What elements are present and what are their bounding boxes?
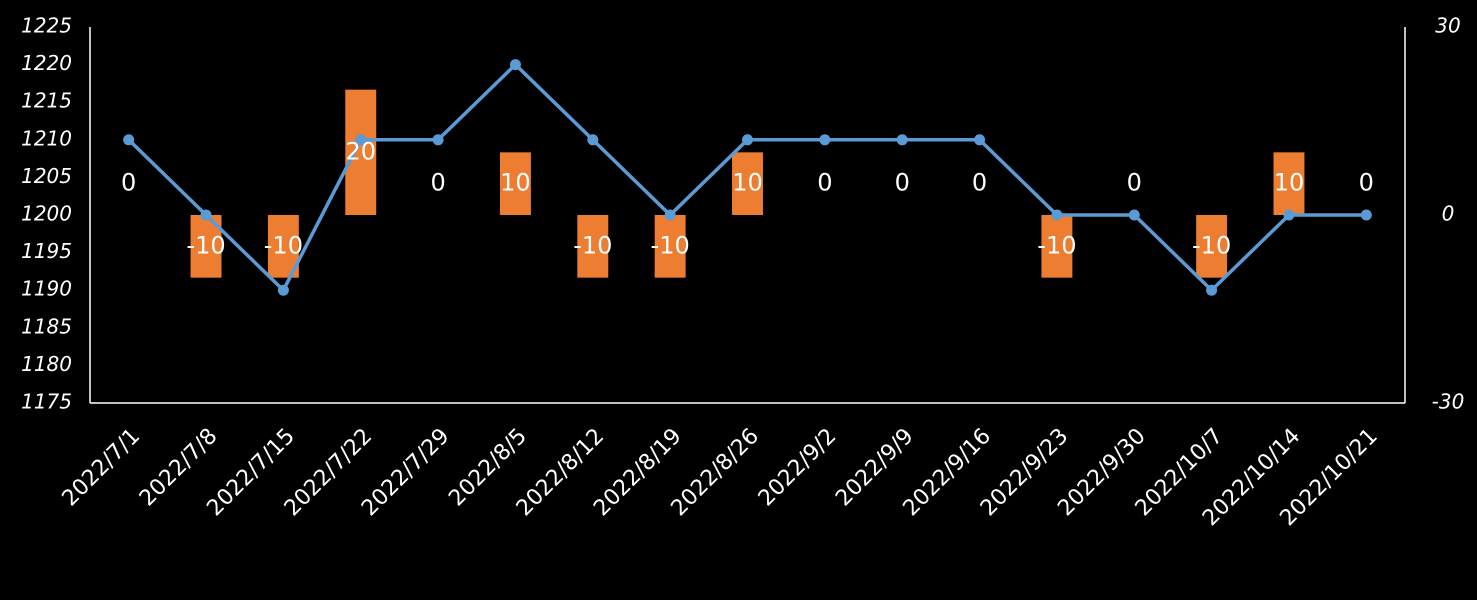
line-point (509, 59, 521, 71)
y2-tick-label: 30 (1435, 14, 1460, 38)
data-label: -10 (1192, 231, 1231, 259)
line-point (1283, 209, 1295, 221)
data-label: 10 (732, 169, 763, 197)
y-tick-label: 1220 (21, 51, 72, 75)
data-label: 0 (121, 169, 136, 197)
x-tick-label: 2022/9/2 (754, 424, 842, 512)
y-tick-label: 1190 (21, 277, 72, 301)
y-tick-label: 1200 (21, 202, 72, 226)
line-point (664, 209, 676, 221)
bar (1273, 152, 1305, 215)
line-point (123, 134, 135, 146)
line-point (896, 134, 908, 146)
bar (577, 215, 609, 278)
data-label: 20 (345, 137, 376, 165)
y-tick-label: 1205 (21, 164, 72, 188)
bar (654, 215, 686, 278)
bar (499, 152, 531, 215)
data-label: -10 (264, 231, 303, 259)
y-tick-label: 1210 (21, 126, 72, 150)
x-tick-label: 2022/7/1 (58, 424, 146, 512)
y-tick-label: 1185 (21, 314, 72, 338)
data-label: 10 (1274, 169, 1305, 197)
line-point (974, 134, 986, 146)
line-point (742, 134, 753, 146)
data-label: -10 (1037, 231, 1076, 259)
line-point (1128, 209, 1140, 221)
data-label: 0 (817, 169, 832, 197)
line-point (432, 134, 444, 146)
line-point (277, 284, 289, 296)
line-point (819, 134, 831, 146)
data-label: 0 (430, 169, 445, 197)
data-label: -10 (651, 231, 690, 259)
y2-tick-label: 0 (1442, 202, 1455, 226)
data-label: 0 (895, 169, 910, 197)
y-tick-label: 1180 (21, 352, 72, 376)
y2-tick-label: -30 (1432, 390, 1465, 414)
data-label: 10 (500, 169, 531, 197)
bar (1196, 215, 1228, 278)
y-tick-label: 1175 (21, 390, 72, 414)
data-label: 0 (972, 169, 987, 197)
line-point (200, 209, 212, 221)
bar (1041, 215, 1073, 278)
line-point (355, 134, 367, 146)
data-label: 0 (1359, 169, 1374, 197)
y-tick-label: 1215 (21, 89, 72, 113)
data-label: -10 (186, 231, 225, 259)
data-label: 0 (1127, 169, 1142, 197)
data-label: -10 (573, 231, 612, 259)
y-tick-label: 1195 (21, 239, 72, 263)
bar (345, 89, 377, 215)
bar (732, 152, 763, 215)
y-tick-label: 1225 (21, 14, 72, 38)
line-point (1360, 209, 1372, 221)
line-point (1051, 209, 1063, 221)
line-point (587, 134, 599, 146)
line-point (1206, 284, 1218, 296)
